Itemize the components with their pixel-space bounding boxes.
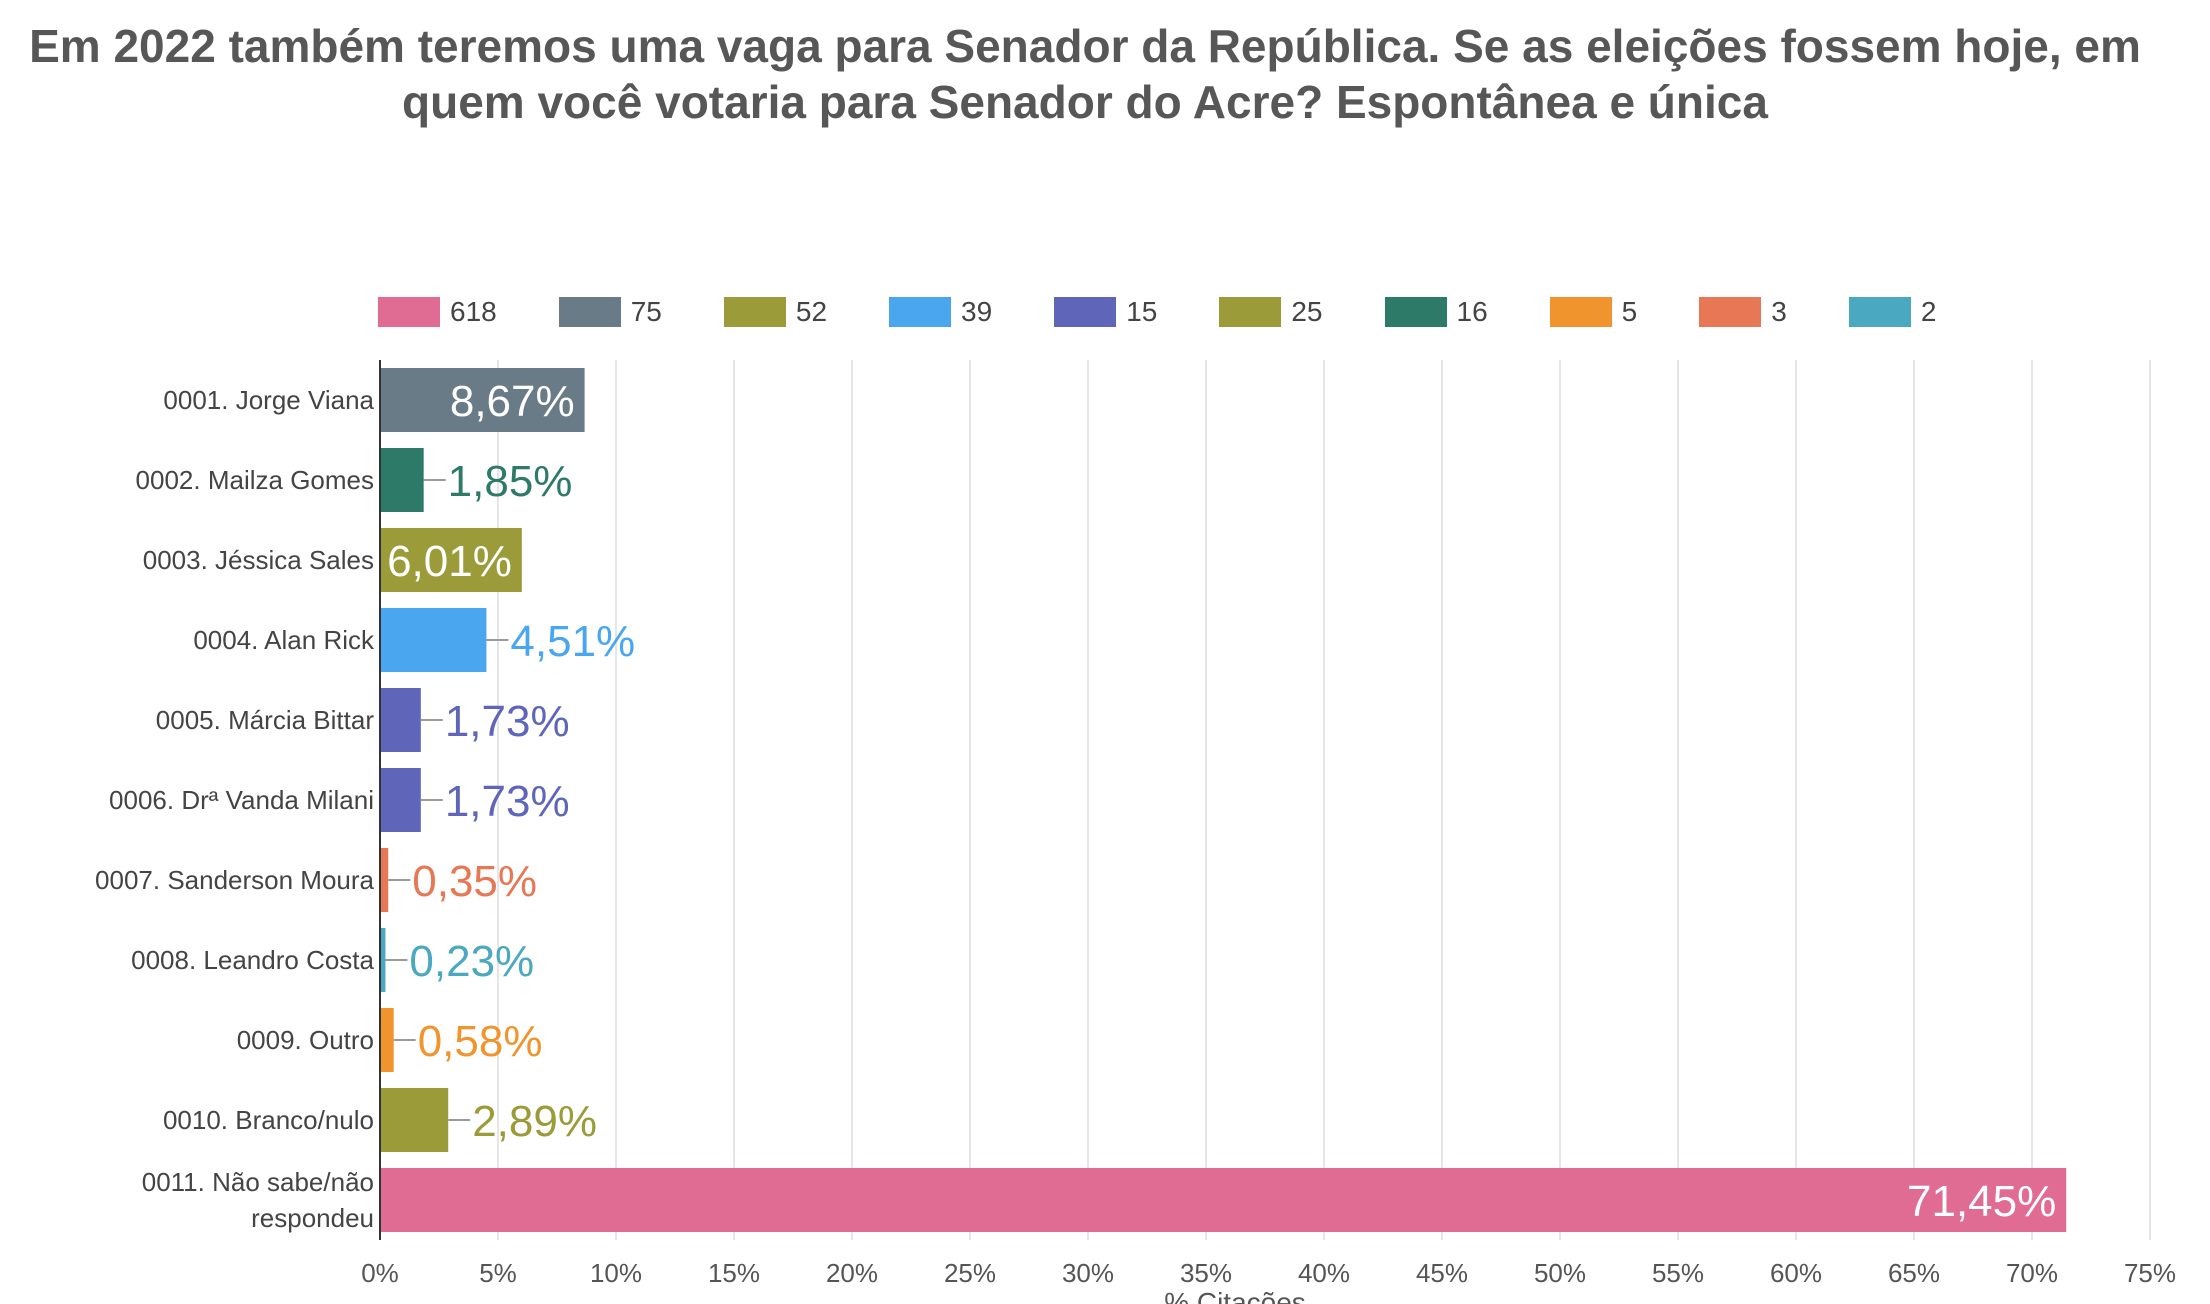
legend-label: 3 <box>1771 296 1787 327</box>
category-label: 0006. Drª Vanda Milani <box>109 785 374 815</box>
x-axis-label: % Citações <box>1164 1287 1306 1304</box>
category-label: 0011. Não sabe/não <box>142 1167 374 1197</box>
bar <box>381 1008 394 1072</box>
bar <box>381 608 487 672</box>
legend-item: 52 <box>723 296 828 328</box>
x-tick-label: 30% <box>1062 1258 1114 1288</box>
data-label: 4,51% <box>510 617 635 666</box>
bar <box>381 368 585 432</box>
x-tick-label: 35% <box>1180 1258 1232 1288</box>
category-label: 0008. Leandro Costa <box>131 945 374 975</box>
chart-title: Em 2022 também teremos uma vaga para Sen… <box>29 20 2141 128</box>
legend-item: 16 <box>1384 296 1488 328</box>
category-label: 0002. Mailza Gomes <box>136 465 374 495</box>
category-label: 0003. Jéssica Sales <box>143 545 374 575</box>
legend-item: 2 <box>1848 296 1937 328</box>
legend-swatch <box>1699 297 1762 327</box>
x-tick-label: 5% <box>479 1258 517 1288</box>
data-label: 6,01% <box>387 537 512 586</box>
data-label: 71,45% <box>1907 1177 2056 1226</box>
category-label: 0004. Alan Rick <box>193 625 375 655</box>
legend-item: 5 <box>1549 296 1638 328</box>
legend-swatch <box>1384 297 1447 327</box>
x-tick-label: 75% <box>2124 1258 2176 1288</box>
legend-swatch <box>378 297 440 327</box>
x-tick-label: 40% <box>1298 1258 1350 1288</box>
legend-swatch <box>1054 297 1117 327</box>
category-label: 0001. Jorge Viana <box>163 385 374 415</box>
bar <box>381 768 421 832</box>
bar <box>381 1168 2067 1232</box>
x-tick-label: 15% <box>708 1258 760 1288</box>
data-label: 0,58% <box>418 1017 543 1066</box>
data-label: 1,85% <box>448 457 573 506</box>
legend-swatch <box>1219 297 1282 327</box>
category-label: 0010. Branco/nulo <box>163 1105 374 1135</box>
data-label: 1,73% <box>445 777 570 826</box>
data-label: 0,23% <box>409 937 534 986</box>
data-label: 0,35% <box>412 857 537 906</box>
legend-swatch <box>723 297 786 327</box>
legend-item: 3 <box>1699 296 1787 328</box>
data-label: 1,73% <box>445 697 570 746</box>
legend-swatch <box>558 297 621 327</box>
legend-item: 75 <box>558 296 662 328</box>
legend-item: 15 <box>1054 296 1157 328</box>
x-tick-label: 25% <box>944 1258 996 1288</box>
legend-swatch <box>1848 297 1911 327</box>
bar <box>381 528 522 592</box>
legend-label: 75 <box>630 296 662 327</box>
legend-label: 15 <box>1126 296 1158 327</box>
legend-item: 39 <box>889 296 992 328</box>
x-tick-label: 0% <box>361 1258 399 1288</box>
legend-label: 618 <box>450 296 497 327</box>
category-label: respondeu <box>251 1203 374 1233</box>
bar <box>381 848 389 912</box>
legend-label: 2 <box>1920 296 1937 327</box>
legend-label: 16 <box>1456 296 1488 327</box>
chart-legend: 618 75 52 39 15 25 16 5 3 2 <box>378 292 1998 332</box>
x-tick-label: 55% <box>1652 1258 1704 1288</box>
x-tick-label: 20% <box>826 1258 878 1288</box>
category-label: 0007. Sanderson Moura <box>95 865 375 895</box>
legend-label: 39 <box>961 296 993 327</box>
legend-label: 52 <box>795 296 828 327</box>
x-tick-label: 65% <box>1888 1258 1940 1288</box>
x-tick-label: 70% <box>2006 1258 2058 1288</box>
legend-label: 5 <box>1621 296 1638 327</box>
legend-item: 25 <box>1219 296 1323 328</box>
x-tick-label: 10% <box>590 1258 642 1288</box>
category-label: 0005. Márcia Bittar <box>156 705 375 735</box>
bar <box>381 688 421 752</box>
bar <box>381 1088 449 1152</box>
legend-swatch <box>889 297 952 327</box>
data-label: 8,67% <box>450 377 575 426</box>
legend-swatch <box>1549 297 1612 327</box>
data-label: 2,89% <box>472 1097 597 1146</box>
legend-item: 618 <box>378 296 497 328</box>
bar <box>381 448 424 512</box>
legend-label: 25 <box>1291 296 1323 327</box>
x-tick-label: 45% <box>1416 1258 1468 1288</box>
bar <box>381 928 386 992</box>
x-tick-label: 60% <box>1770 1258 1822 1288</box>
category-label: 0009. Outro <box>237 1025 374 1055</box>
x-tick-label: 50% <box>1534 1258 1586 1288</box>
